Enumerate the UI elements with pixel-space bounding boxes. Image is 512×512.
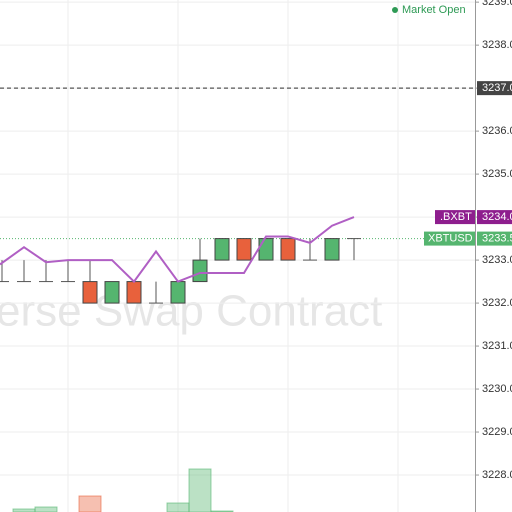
volume-bar bbox=[166, 502, 190, 512]
marker-value-box bbox=[477, 81, 512, 96]
candle-body bbox=[236, 238, 252, 261]
candle-body bbox=[280, 238, 296, 261]
status-dot bbox=[392, 7, 398, 13]
y-tick-label: 3238.0 bbox=[482, 39, 512, 51]
candle-body bbox=[82, 281, 98, 304]
y-tick-label: 3229.0 bbox=[482, 426, 512, 438]
marker-value: 3237.0 bbox=[482, 82, 512, 94]
y-tick-label: 3233.0 bbox=[482, 254, 512, 266]
candle-body bbox=[170, 281, 186, 304]
series-name: .BXBT bbox=[440, 211, 472, 223]
y-tick-label: 3230.0 bbox=[482, 383, 512, 395]
volume-bar bbox=[188, 468, 212, 512]
candle-body bbox=[126, 281, 142, 304]
market-status: Market Open bbox=[402, 4, 466, 16]
volume-bar bbox=[78, 495, 102, 512]
last-price-name-box bbox=[424, 231, 475, 246]
last-price-name: XBTUSD bbox=[428, 232, 473, 244]
y-tick-label: 3236.0 bbox=[482, 125, 512, 137]
last-price-value: 3233.5 bbox=[482, 232, 512, 244]
index-line bbox=[0, 216, 355, 284]
watermark: erse Swap Contract bbox=[0, 287, 382, 336]
last-price-value-box bbox=[477, 231, 512, 246]
candle-body bbox=[214, 238, 230, 261]
series-value-box bbox=[477, 210, 512, 225]
y-tick-label: 3232.0 bbox=[482, 297, 512, 309]
series-value: 3234.0 bbox=[482, 211, 512, 223]
candle-body bbox=[324, 238, 340, 261]
y-tick-label: 3239.0 bbox=[482, 0, 512, 8]
volume-bar bbox=[34, 506, 58, 512]
y-tick-label: 3235.0 bbox=[482, 168, 512, 180]
candle-body bbox=[192, 259, 208, 283]
candle-body bbox=[258, 238, 274, 261]
candle-body bbox=[104, 281, 120, 304]
series-name-box bbox=[435, 210, 475, 225]
y-tick-label: 3228.0 bbox=[482, 469, 512, 481]
y-tick-label: 3231.0 bbox=[482, 340, 512, 352]
